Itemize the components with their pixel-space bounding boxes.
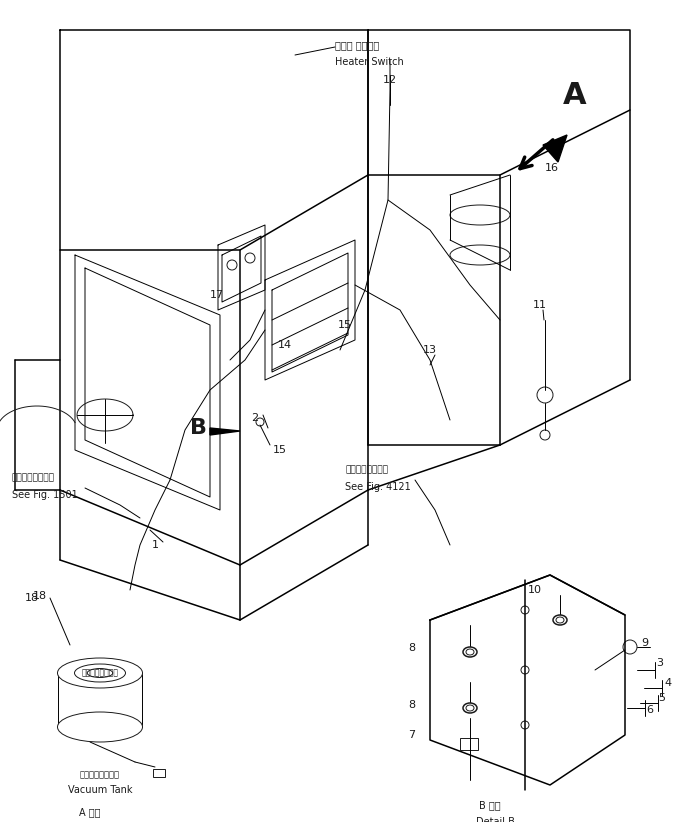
Text: 7: 7 [409, 730, 415, 740]
Text: 15: 15 [273, 445, 287, 455]
Text: 15: 15 [338, 320, 352, 330]
Text: 5: 5 [658, 693, 666, 703]
Text: 13: 13 [423, 345, 437, 355]
Text: B 詳細: B 詳細 [479, 800, 501, 810]
Text: 18: 18 [33, 591, 47, 601]
Text: 第１５０１図参照: 第１５０１図参照 [12, 473, 55, 483]
Text: 9: 9 [641, 638, 649, 648]
Text: 2: 2 [252, 413, 258, 423]
Bar [460, 738, 478, 750]
Text: Detail B: Detail B [476, 817, 514, 822]
Text: 11: 11 [533, 300, 547, 310]
Ellipse shape [463, 703, 477, 713]
Text: 4: 4 [664, 678, 672, 688]
Text: 1: 1 [151, 540, 159, 550]
Text: Vacuum Tank: Vacuum Tank [68, 785, 133, 795]
Text: 14: 14 [278, 340, 292, 350]
Text: バキュームタンク: バキュームタンク [80, 770, 120, 779]
Text: B: B [190, 418, 207, 438]
Text: 8: 8 [409, 700, 415, 710]
Text: A 詳細: A 詳細 [79, 807, 101, 817]
Ellipse shape [57, 658, 143, 688]
Polygon shape [210, 428, 240, 435]
Text: 16: 16 [545, 163, 559, 173]
Ellipse shape [553, 615, 567, 625]
Text: 3: 3 [656, 658, 664, 668]
Text: 17: 17 [210, 290, 224, 300]
Bar [153, 769, 165, 777]
Text: See Fig. 1501: See Fig. 1501 [12, 490, 78, 500]
Text: バキュームタンク: バキュームタンク [81, 668, 118, 677]
Text: Heater Switch: Heater Switch [335, 57, 404, 67]
Polygon shape [543, 135, 567, 162]
Text: A: A [563, 81, 587, 109]
Ellipse shape [57, 712, 143, 742]
Text: 18: 18 [25, 593, 39, 603]
Ellipse shape [463, 647, 477, 657]
Text: ヒータ スイッチ: ヒータ スイッチ [335, 40, 380, 50]
Text: 12: 12 [383, 75, 397, 85]
Text: 10: 10 [528, 585, 542, 595]
Text: 6: 6 [647, 705, 653, 715]
Text: 8: 8 [409, 643, 415, 653]
Text: See Fig. 4121: See Fig. 4121 [345, 482, 411, 492]
Text: 第４１２１図参照: 第４１２１図参照 [345, 465, 388, 474]
